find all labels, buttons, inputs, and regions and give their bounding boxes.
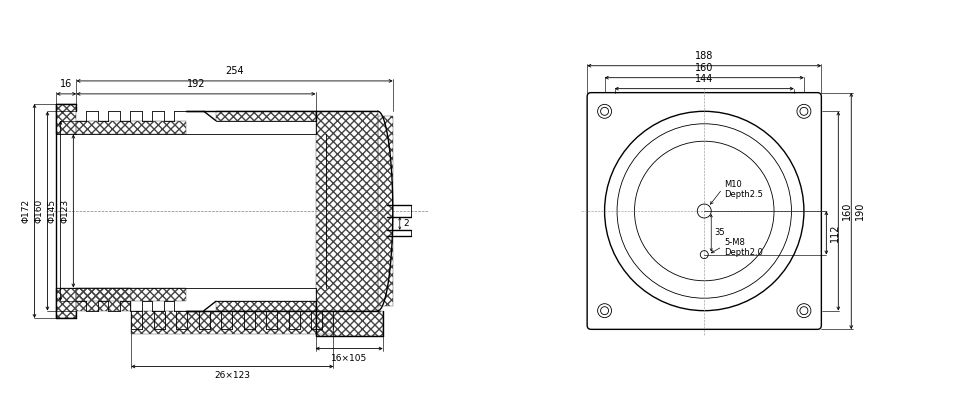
Bar xyxy=(77,287,132,310)
Bar xyxy=(316,111,378,310)
Text: Depth2.5: Depth2.5 xyxy=(724,190,763,199)
Text: 192: 192 xyxy=(186,79,205,89)
Text: 2: 2 xyxy=(404,219,409,228)
Text: 112: 112 xyxy=(830,224,840,242)
Text: 16: 16 xyxy=(60,79,73,89)
Text: 188: 188 xyxy=(695,51,713,61)
Text: 26×123: 26×123 xyxy=(214,372,251,380)
Bar xyxy=(57,104,77,134)
Bar xyxy=(378,116,393,306)
Text: Φ123: Φ123 xyxy=(60,199,69,223)
Text: Φ145: Φ145 xyxy=(47,199,57,223)
Text: 190: 190 xyxy=(855,202,865,220)
Text: Φ160: Φ160 xyxy=(35,199,43,223)
Bar xyxy=(216,111,316,121)
Text: 35: 35 xyxy=(714,228,725,237)
Text: Φ172: Φ172 xyxy=(21,199,31,223)
Bar xyxy=(316,310,383,336)
Text: 160: 160 xyxy=(842,202,852,220)
Text: 160: 160 xyxy=(695,63,713,73)
Text: M10: M10 xyxy=(724,180,742,189)
Text: Depth2.0: Depth2.0 xyxy=(724,248,763,256)
Bar xyxy=(77,121,186,134)
Bar xyxy=(77,287,186,301)
Text: 254: 254 xyxy=(226,66,244,76)
Bar xyxy=(216,301,316,310)
Bar xyxy=(57,287,77,318)
Text: 5-M8: 5-M8 xyxy=(724,238,745,247)
Bar xyxy=(132,310,333,334)
Text: 144: 144 xyxy=(695,74,713,84)
Text: 16×105: 16×105 xyxy=(331,354,368,362)
